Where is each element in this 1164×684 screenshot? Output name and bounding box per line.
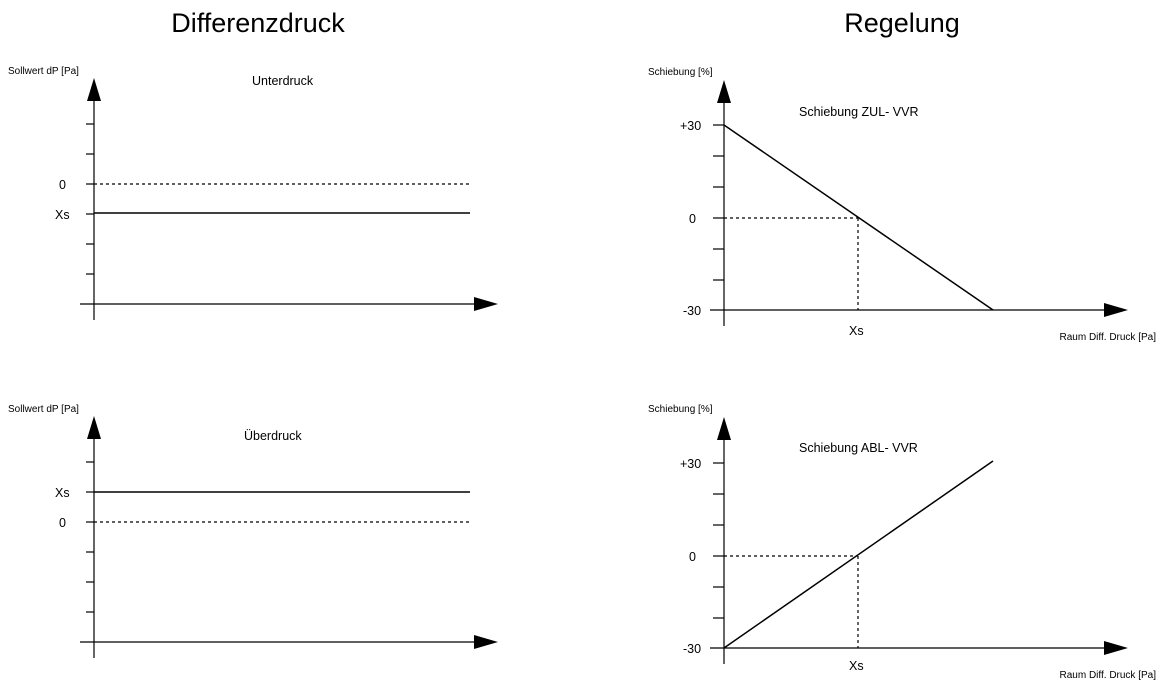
right-column-title: Regelung [844, 8, 960, 38]
abl-tick-label-plus30: +30 [680, 457, 701, 471]
ueberdruck-y-ticks [86, 461, 94, 613]
left-column-title: Differenzdruck [171, 8, 345, 38]
abl-y-axis-label: Schiebung [%] [648, 404, 713, 415]
abl-y-ticks [713, 462, 724, 619]
panel-unterdruck: Sollwert dP [Pa] Unterdruck 0 Xs [8, 66, 498, 320]
unterdruck-xs-label: Xs [55, 208, 70, 222]
unterdruck-zero-label: 0 [59, 178, 66, 192]
zul-y-axis-label: Schiebung [%] [648, 67, 713, 78]
zul-tick-label-zero: 0 [689, 212, 696, 226]
ueberdruck-panel-title: Überdruck [244, 429, 302, 443]
panel-abl: Schiebung [%] Schiebung ABL- VVR +30 0 -… [648, 404, 1156, 681]
ueberdruck-y-axis-label: Sollwert dP [Pa] [8, 404, 79, 415]
zul-panel-title: Schiebung ZUL- VVR [799, 105, 919, 119]
ueberdruck-zero-label: 0 [59, 516, 66, 530]
panel-ueberdruck: Sollwert dP [Pa] Überdruck Xs 0 [8, 404, 498, 658]
abl-xs-label: Xs [849, 659, 864, 673]
abl-panel-title: Schiebung ABL- VVR [799, 441, 918, 455]
abl-x-axis-label: Raum Diff. Druck [Pa] [1059, 670, 1156, 681]
unterdruck-y-axis-label: Sollwert dP [Pa] [8, 66, 79, 77]
zul-y-axis-arrow [717, 80, 731, 103]
zul-x-axis-arrow [1104, 303, 1128, 317]
unterdruck-y-axis-arrow [87, 78, 101, 101]
abl-tick-label-zero: 0 [689, 550, 696, 564]
abl-characteristic-line [723, 460, 994, 649]
zul-y-ticks [713, 124, 724, 281]
zul-xs-label: Xs [849, 324, 864, 338]
unterdruck-y-ticks [86, 123, 94, 275]
zul-x-axis-label: Raum Diff. Druck [Pa] [1059, 332, 1156, 343]
zul-characteristic-line [723, 124, 994, 311]
abl-x-axis-arrow [1104, 641, 1128, 655]
panel-zul: Schiebung [%] Schiebung ZUL- VVR +30 0 -… [648, 67, 1156, 343]
zul-tick-label-plus30: +30 [680, 119, 701, 133]
unterdruck-panel-title: Unterdruck [252, 74, 314, 88]
zul-tick-label-minus30: -30 [683, 304, 701, 318]
unterdruck-x-axis-arrow [474, 297, 498, 311]
abl-tick-label-minus30: -30 [683, 642, 701, 656]
ueberdruck-y-axis-arrow [87, 416, 101, 439]
ueberdruck-xs-label: Xs [55, 486, 70, 500]
ueberdruck-x-axis-arrow [474, 635, 498, 649]
abl-y-axis-arrow [717, 417, 731, 440]
